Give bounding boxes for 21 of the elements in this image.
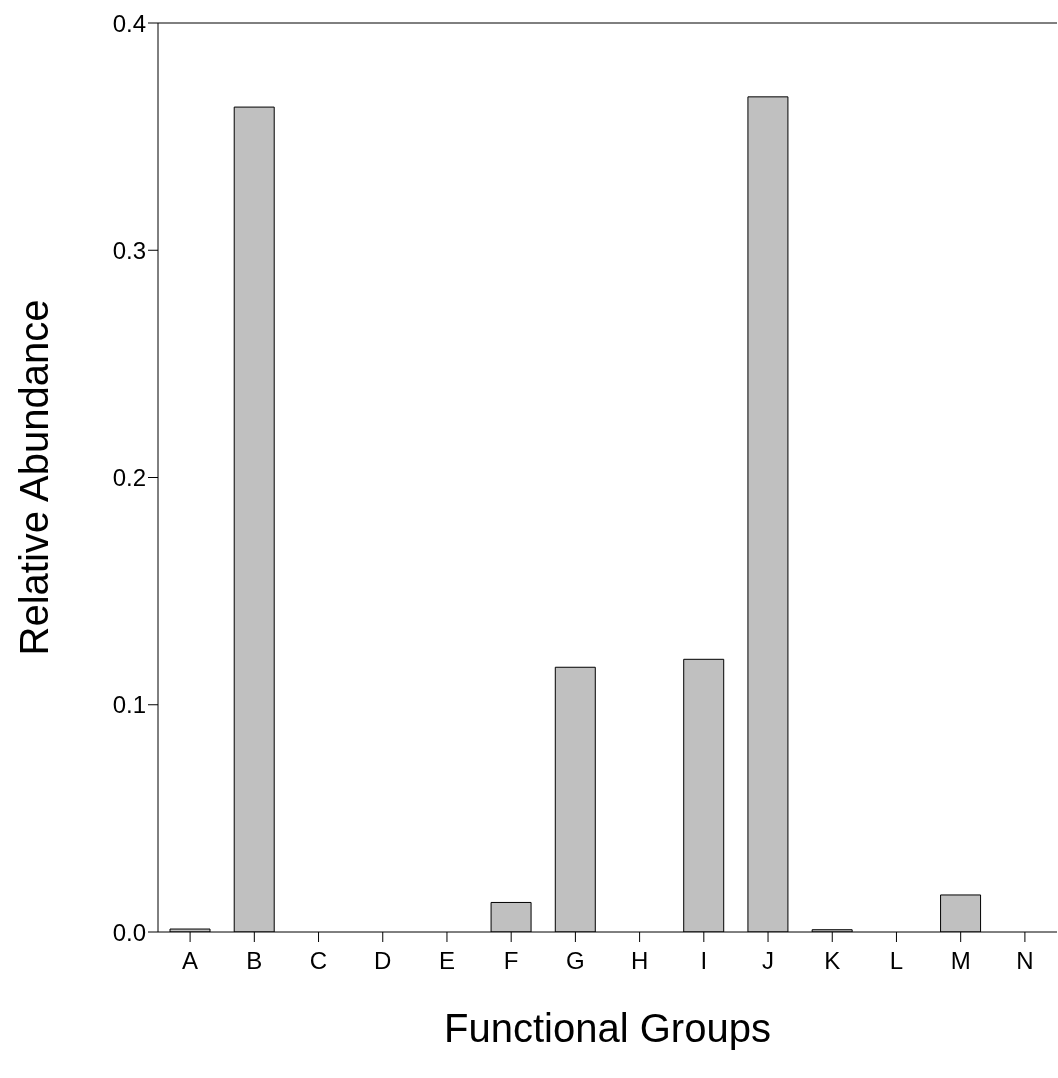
x-axis-title: Functional Groups	[444, 1006, 771, 1050]
x-tick-label: B	[246, 947, 263, 975]
x-tick-label: K	[824, 947, 841, 975]
x-tick-label: M	[950, 947, 971, 975]
x-tick-label: G	[566, 947, 585, 975]
y-tick-label: 0.2	[112, 464, 146, 492]
x-tick-label: D	[374, 947, 392, 975]
y-tick-label: 0.0	[112, 918, 146, 946]
y-axis-title: Relative Abundance	[12, 299, 56, 656]
x-tick-label: I	[700, 947, 708, 975]
y-tick-label: 0.1	[112, 691, 146, 719]
y-tick-label: 0.4	[112, 9, 146, 37]
x-tick-label: H	[630, 947, 649, 975]
x-tick-label: L	[889, 947, 904, 975]
x-tick-label: C	[309, 947, 328, 975]
y-tick-label: 0.3	[112, 236, 146, 264]
x-tick-label: J	[762, 947, 775, 975]
x-tick-label: E	[438, 947, 455, 975]
x-tick-label: N	[1016, 947, 1034, 975]
x-tick-label: A	[182, 947, 199, 975]
x-tick-label: F	[503, 947, 519, 975]
